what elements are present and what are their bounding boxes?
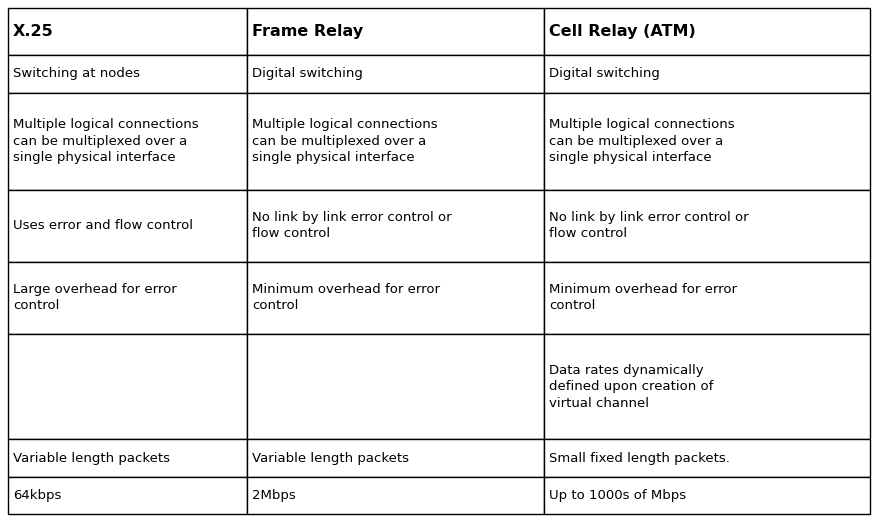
Bar <box>8 440 247 477</box>
Text: Cell Relay (ATM): Cell Relay (ATM) <box>549 24 696 39</box>
Text: No link by link error control or
flow control: No link by link error control or flow co… <box>253 211 452 240</box>
Text: No link by link error control or
flow control: No link by link error control or flow co… <box>549 211 749 240</box>
Text: 2Mbps: 2Mbps <box>253 489 297 502</box>
Bar <box>247 477 545 514</box>
Text: Variable length packets: Variable length packets <box>253 452 409 465</box>
Text: Digital switching: Digital switching <box>549 67 660 80</box>
Bar <box>247 440 545 477</box>
Text: X.25: X.25 <box>13 24 54 39</box>
Bar <box>545 262 870 334</box>
Text: 64kbps: 64kbps <box>13 489 62 502</box>
Text: Minimum overhead for error
control: Minimum overhead for error control <box>549 283 737 313</box>
Bar <box>545 189 870 262</box>
Bar <box>8 334 247 440</box>
Bar <box>247 334 545 440</box>
Text: Large overhead for error
control: Large overhead for error control <box>13 283 177 313</box>
Bar <box>545 477 870 514</box>
Bar <box>8 262 247 334</box>
Text: Uses error and flow control: Uses error and flow control <box>13 219 193 232</box>
Bar <box>8 92 247 189</box>
Text: Multiple logical connections
can be multiplexed over a
single physical interface: Multiple logical connections can be mult… <box>13 118 199 164</box>
Bar <box>8 189 247 262</box>
Bar <box>247 262 545 334</box>
Text: Data rates dynamically
defined upon creation of
virtual channel: Data rates dynamically defined upon crea… <box>549 363 714 410</box>
Bar <box>247 189 545 262</box>
Bar <box>545 92 870 189</box>
Text: Digital switching: Digital switching <box>253 67 363 80</box>
Bar <box>247 92 545 189</box>
Text: Up to 1000s of Mbps: Up to 1000s of Mbps <box>549 489 686 502</box>
Bar <box>8 55 247 92</box>
Text: Frame Relay: Frame Relay <box>253 24 363 39</box>
Bar <box>247 55 545 92</box>
Text: Switching at nodes: Switching at nodes <box>13 67 140 80</box>
Text: Variable length packets: Variable length packets <box>13 452 170 465</box>
Text: Multiple logical connections
can be multiplexed over a
single physical interface: Multiple logical connections can be mult… <box>253 118 438 164</box>
Bar <box>545 55 870 92</box>
Bar <box>545 440 870 477</box>
Bar <box>8 8 247 55</box>
Bar <box>247 8 545 55</box>
Bar <box>545 8 870 55</box>
Text: Minimum overhead for error
control: Minimum overhead for error control <box>253 283 441 313</box>
Bar <box>545 334 870 440</box>
Text: Multiple logical connections
can be multiplexed over a
single physical interface: Multiple logical connections can be mult… <box>549 118 735 164</box>
Text: Small fixed length packets.: Small fixed length packets. <box>549 452 730 465</box>
Bar <box>8 477 247 514</box>
